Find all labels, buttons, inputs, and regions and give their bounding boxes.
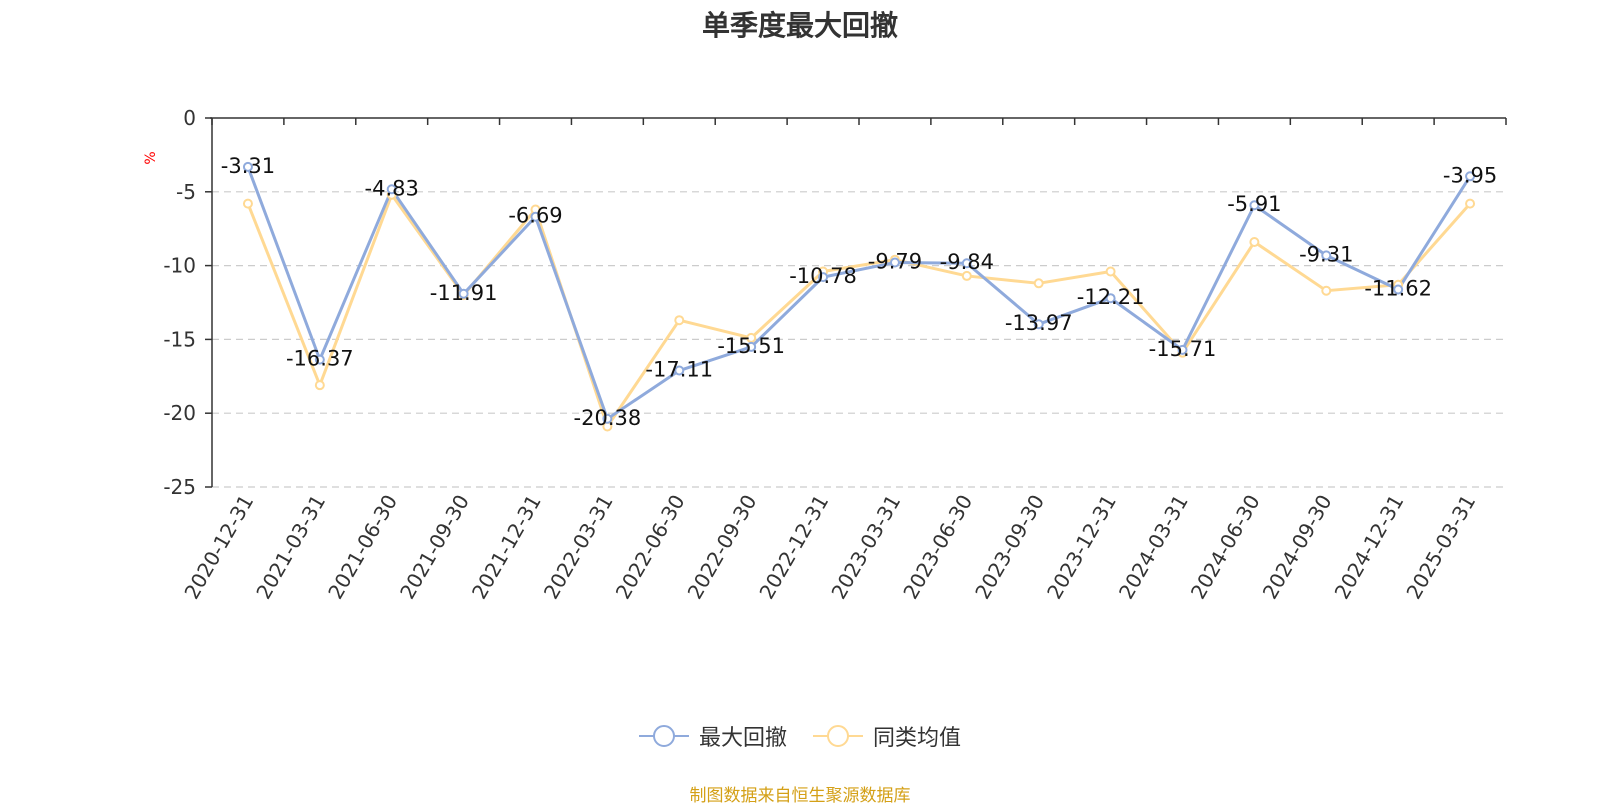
x-tick-label: 2022-03-31 xyxy=(539,491,618,604)
data-point xyxy=(961,270,972,281)
y-tick-label: -20 xyxy=(163,401,196,425)
data-label: -9.79 xyxy=(868,250,922,274)
y-tick-label: 0 xyxy=(183,106,196,130)
data-point xyxy=(746,332,757,343)
x-tick-label: 2025-03-31 xyxy=(1401,491,1480,604)
x-tick-label: 2021-06-30 xyxy=(323,491,402,604)
y-tick-label: -25 xyxy=(163,475,196,499)
legend-marker-peer-average xyxy=(813,725,863,747)
x-tick-label: 2022-09-30 xyxy=(683,491,762,604)
data-label: -15.71 xyxy=(1149,337,1217,361)
x-tick-label: 2024-06-30 xyxy=(1186,491,1265,604)
data-point xyxy=(1465,171,1476,182)
data-label: -5.91 xyxy=(1227,192,1281,216)
x-tick-label: 2021-09-30 xyxy=(395,490,474,603)
x-tick-label: 2024-09-30 xyxy=(1258,491,1337,604)
data-label: -3.31 xyxy=(221,154,275,178)
data-label: -9.84 xyxy=(940,250,994,274)
data-point xyxy=(458,288,469,299)
data-label: -6.69 xyxy=(508,204,562,228)
x-tick-label: 2024-03-31 xyxy=(1114,491,1193,604)
data-point xyxy=(602,413,613,424)
data-label: -15.51 xyxy=(717,334,785,358)
x-tick-label: 2023-06-30 xyxy=(898,490,977,603)
data-point xyxy=(242,198,253,209)
data-label: -13.97 xyxy=(1005,311,1073,335)
y-tick-label: -10 xyxy=(163,254,196,278)
x-tick-label: 2020-12-31 xyxy=(179,491,258,604)
data-label: -3.95 xyxy=(1443,163,1497,187)
data-label: -17.11 xyxy=(645,358,713,382)
data-point xyxy=(530,211,541,222)
legend-label-max-drawdown: 最大回撤 xyxy=(698,726,787,751)
data-label: -11.62 xyxy=(1364,277,1432,301)
data-label: -16.37 xyxy=(286,347,354,371)
data-point xyxy=(674,315,685,326)
y-tick-label: -15 xyxy=(163,327,196,351)
legend-label-peer-average: 同类均值 xyxy=(873,726,962,751)
data-point xyxy=(1105,266,1116,277)
data-point xyxy=(314,380,325,391)
x-tick-label: 2023-09-30 xyxy=(970,491,1049,604)
data-point xyxy=(1393,284,1404,295)
x-tick-label: 2022-12-31 xyxy=(754,491,833,604)
data-point xyxy=(1249,200,1260,211)
data-point xyxy=(818,272,829,283)
data-label: -10.78 xyxy=(789,264,857,288)
chart-title: 单季度最大回撤 xyxy=(701,9,898,42)
x-tick-label: 2022-06-30 xyxy=(611,491,690,604)
data-point xyxy=(386,184,397,195)
data-point xyxy=(674,365,685,376)
data-label: -20.38 xyxy=(574,406,642,430)
data-point xyxy=(746,341,757,352)
data-point xyxy=(314,354,325,365)
x-tick-label: 2023-12-31 xyxy=(1042,491,1121,604)
data-point xyxy=(1249,236,1260,247)
data-point xyxy=(1321,250,1332,261)
source-note: 制图数据来自恒生聚源数据库 xyxy=(689,786,911,806)
data-point xyxy=(242,161,253,172)
x-tick-label: 2024-12-31 xyxy=(1330,491,1409,604)
data-point xyxy=(1465,198,1476,209)
x-tick-label: 2021-12-31 xyxy=(467,491,546,604)
data-point xyxy=(1177,344,1188,355)
y-axis-label: % xyxy=(143,151,159,164)
data-point xyxy=(1321,285,1332,296)
data-point xyxy=(1033,319,1044,330)
legend-item-max-drawdown[interactable]: 最大回撤 xyxy=(638,720,787,752)
data-label: -9.31 xyxy=(1299,242,1353,266)
data-label: -11.91 xyxy=(430,281,498,305)
legend: 最大回撤 同类均值 xyxy=(0,720,1600,752)
legend-item-peer-average[interactable]: 同类均值 xyxy=(813,720,961,752)
x-tick-label: 2023-03-31 xyxy=(826,491,905,604)
data-label: -12.21 xyxy=(1077,285,1145,309)
data-point xyxy=(961,258,972,269)
x-tick-label: 2021-03-31 xyxy=(251,491,330,604)
data-point xyxy=(889,257,900,268)
legend-marker-max-drawdown xyxy=(638,725,689,747)
series-line xyxy=(246,166,1472,421)
data-label: -4.83 xyxy=(365,176,419,200)
data-point xyxy=(1033,278,1044,289)
y-tick-label: -5 xyxy=(176,180,196,204)
data-point xyxy=(1105,293,1116,304)
